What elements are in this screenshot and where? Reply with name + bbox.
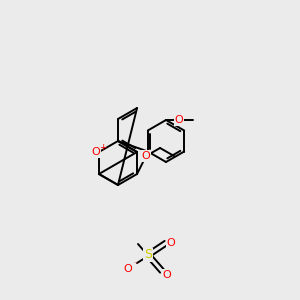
- Text: O: O: [163, 270, 171, 280]
- Text: O: O: [142, 151, 150, 161]
- Text: O: O: [175, 115, 183, 125]
- Text: ⁻: ⁻: [134, 260, 138, 268]
- Text: +: +: [99, 142, 107, 152]
- Text: O: O: [167, 238, 176, 248]
- Text: O: O: [124, 264, 132, 274]
- Text: O: O: [92, 147, 100, 157]
- Text: S: S: [144, 248, 152, 262]
